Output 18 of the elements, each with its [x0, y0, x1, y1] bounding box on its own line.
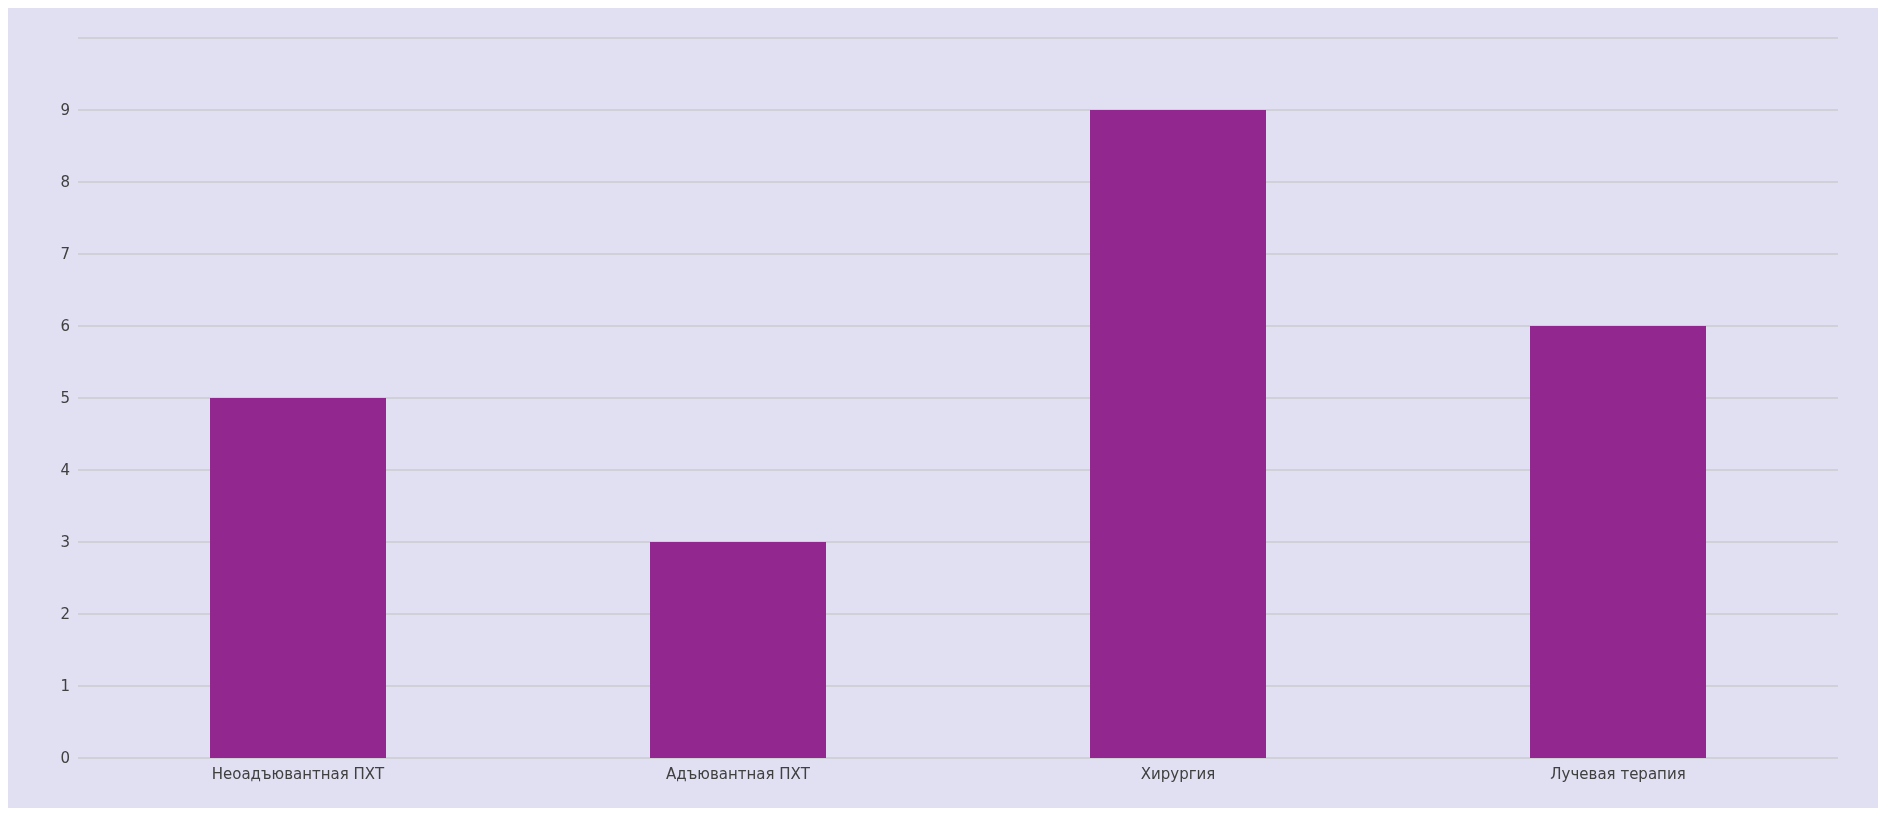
- bar: [1530, 326, 1706, 758]
- x-tick-label: Адъювантная ПХТ: [666, 764, 811, 783]
- x-tick-label: Хирургия: [1140, 764, 1216, 783]
- x-tick-label: Неоадъювантная ПХТ: [211, 764, 386, 783]
- bar: [1090, 110, 1266, 758]
- y-tick-label: 4: [60, 461, 70, 479]
- y-tick-label: 5: [60, 389, 70, 407]
- y-tick-label: 8: [60, 173, 70, 191]
- bar: [650, 542, 826, 758]
- y-tick-label: 6: [60, 317, 70, 335]
- y-tick-label: 7: [60, 245, 70, 263]
- y-tick-label: 0: [60, 749, 70, 767]
- y-tick-label: 2: [60, 605, 70, 623]
- bar: [210, 398, 386, 758]
- y-tick-label: 1: [60, 677, 70, 695]
- y-tick-label: 9: [60, 101, 70, 119]
- y-tick-label: 3: [60, 533, 70, 551]
- x-tick-label: Лучевая терапия: [1550, 764, 1686, 783]
